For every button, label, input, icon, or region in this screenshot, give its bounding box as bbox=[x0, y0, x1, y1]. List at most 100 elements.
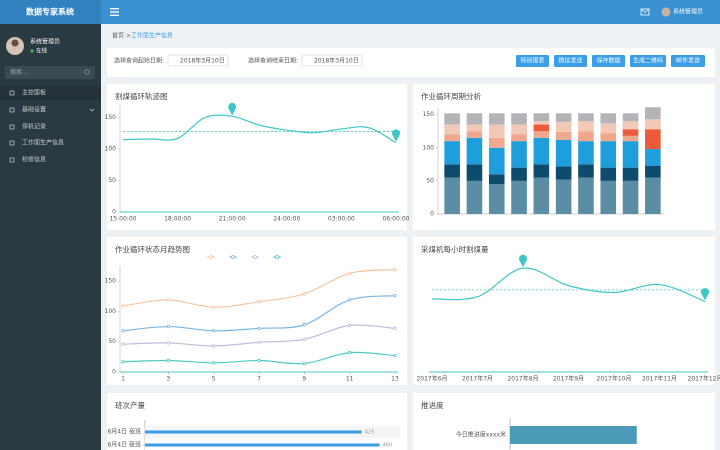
bar-segment bbox=[622, 180, 639, 214]
button-label[interactable]: 微信发送 bbox=[558, 57, 582, 65]
button-label[interactable]: 邮件发送 bbox=[676, 57, 700, 65]
bar-segment bbox=[444, 141, 460, 165]
bar-segment bbox=[578, 121, 594, 132]
bar-segment bbox=[622, 141, 639, 168]
point bbox=[302, 292, 307, 296]
end-label: 选择查询结束日期: bbox=[248, 57, 298, 65]
button-label[interactable]: 保存数据 bbox=[596, 57, 620, 65]
point bbox=[257, 340, 261, 345]
bar-segment bbox=[645, 107, 661, 120]
chart-title: 采煤机每小时割煤量 bbox=[421, 244, 489, 254]
bar-segment bbox=[533, 131, 550, 138]
point bbox=[166, 298, 171, 302]
end-date-box[interactable] bbox=[301, 54, 363, 67]
bar-segment bbox=[488, 137, 505, 148]
button[interactable] bbox=[630, 55, 666, 67]
breadcrumb-current: 工作面生产信息 bbox=[131, 32, 173, 40]
menu-icon[interactable] bbox=[9, 107, 15, 113]
avatar-head bbox=[11, 39, 19, 47]
x-tick-label: 9 bbox=[302, 376, 306, 383]
point bbox=[393, 267, 397, 272]
menu-item[interactable]: 工作面生产信息 bbox=[22, 139, 64, 147]
bar-segment bbox=[511, 167, 527, 181]
point bbox=[166, 324, 171, 329]
point bbox=[347, 350, 352, 355]
point bbox=[257, 358, 261, 363]
bar-segment bbox=[466, 113, 483, 125]
sidebar-user: 系统管理员 bbox=[30, 38, 60, 46]
bar-segment bbox=[488, 184, 505, 214]
series-line bbox=[122, 114, 397, 144]
value-label: 460 bbox=[383, 443, 393, 449]
button[interactable] bbox=[554, 55, 587, 67]
y-tick-label: 6月4日 夜班 bbox=[107, 441, 141, 449]
y-tick-label: 6月4日 夜班 bbox=[107, 428, 141, 436]
y-tick-label: 今日推进度xxxx米 bbox=[456, 431, 506, 439]
bar-segment bbox=[578, 177, 594, 214]
menu-item[interactable]: 停机记录 bbox=[22, 123, 46, 131]
menu-toggle[interactable] bbox=[110, 8, 119, 16]
button-label[interactable]: 特别报表 bbox=[520, 57, 544, 65]
bar bbox=[145, 443, 380, 447]
bar-segment bbox=[488, 124, 505, 138]
menu-icon[interactable] bbox=[9, 90, 15, 96]
value-label: 425 bbox=[365, 430, 375, 436]
search-box[interactable] bbox=[5, 66, 95, 79]
menu-icon[interactable] bbox=[9, 157, 15, 163]
x-tick-label: 18:00:00 bbox=[164, 216, 191, 223]
header-bar bbox=[0, 0, 720, 24]
point bbox=[347, 271, 352, 275]
button-label[interactable]: 生成二维码 bbox=[633, 57, 663, 65]
bar-segment bbox=[622, 113, 639, 122]
x-tick-label: 7 bbox=[257, 376, 261, 383]
bar-segment bbox=[578, 131, 594, 142]
bar-segment bbox=[555, 166, 572, 180]
button[interactable] bbox=[592, 55, 625, 67]
status: 在线 bbox=[36, 47, 48, 55]
bar-segment bbox=[578, 113, 594, 122]
point bbox=[166, 358, 171, 363]
y-tick-label: 50 bbox=[426, 177, 434, 184]
brand-bar bbox=[0, 0, 101, 24]
point bbox=[393, 326, 397, 331]
button[interactable] bbox=[516, 55, 549, 67]
header-avatar[interactable] bbox=[661, 7, 671, 17]
mark-point bbox=[519, 254, 527, 268]
y-tick-label: 150 bbox=[105, 114, 117, 121]
menu-icon[interactable] bbox=[9, 124, 15, 130]
bar-segment bbox=[533, 113, 550, 122]
button[interactable] bbox=[671, 55, 705, 67]
x-tick-label: 06:00:00 bbox=[383, 216, 410, 223]
x-tick-label: 24:00:00 bbox=[273, 216, 300, 223]
x-tick-label: 2017年8月 bbox=[507, 375, 538, 383]
x-tick-label: 2017年11月 bbox=[642, 375, 677, 383]
menu-item[interactable]: 主控面板 bbox=[22, 89, 46, 97]
start-date-box[interactable] bbox=[167, 54, 229, 67]
bar-segment bbox=[622, 135, 639, 142]
y-tick-label: 100 bbox=[105, 146, 117, 153]
x-tick-label: 2017年12月 bbox=[688, 375, 720, 383]
search-placeholder[interactable]: 搜索... bbox=[10, 68, 28, 76]
breadcrumb-home[interactable]: 首页 bbox=[112, 32, 124, 40]
bar-segment bbox=[488, 147, 505, 175]
menu-item[interactable]: 检修信息 bbox=[22, 156, 46, 164]
bar-segment bbox=[444, 164, 460, 178]
header-user[interactable]: 系统管理员 bbox=[673, 8, 703, 16]
menu-item[interactable]: 基础设置 bbox=[22, 106, 46, 114]
series-line bbox=[431, 267, 706, 303]
menu-icon[interactable] bbox=[9, 140, 15, 146]
bar-segment bbox=[466, 124, 483, 132]
search-icon[interactable] bbox=[84, 69, 90, 75]
bar-segment bbox=[466, 131, 483, 138]
bar-segment bbox=[555, 121, 572, 132]
mail-icon[interactable] bbox=[640, 8, 650, 16]
end-date[interactable]: 2018年3月10日 bbox=[314, 57, 359, 65]
bar-segment bbox=[578, 164, 594, 178]
point bbox=[257, 326, 261, 331]
bar bbox=[510, 426, 637, 444]
start-date[interactable]: 2018年3月10日 bbox=[180, 57, 225, 65]
x-tick-label: 2017年7月 bbox=[462, 375, 493, 383]
y-tick-label: 100 bbox=[423, 144, 435, 151]
x-tick-label: 3 bbox=[166, 376, 170, 383]
